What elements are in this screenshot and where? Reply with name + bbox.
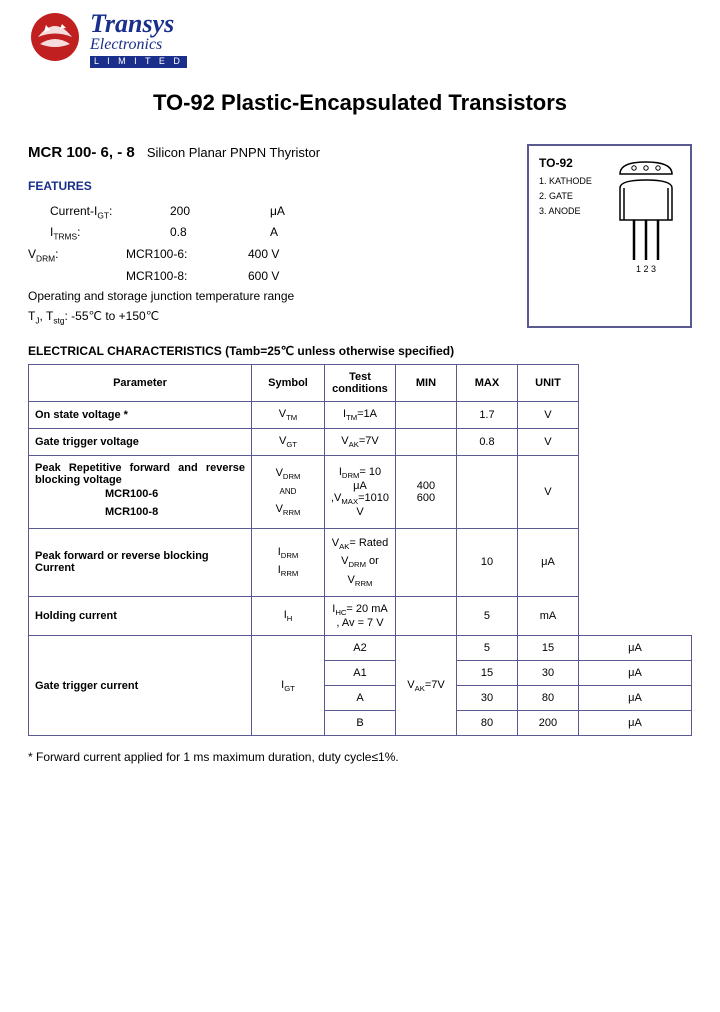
feature-temp-val: TJ, Tstg: -55℃ to +150℃ bbox=[28, 306, 509, 328]
features-header: FEATURES bbox=[28, 179, 509, 193]
footnote: * Forward current applied for 1 ms maxim… bbox=[28, 750, 692, 764]
globe-icon bbox=[28, 10, 82, 64]
table-row: Gate trigger current IGT A2 VAK=7V 5 15 … bbox=[29, 636, 692, 661]
feature-temp-line: Operating and storage junction temperatu… bbox=[28, 286, 509, 306]
logo-limited-badge: L I M I T E D bbox=[90, 56, 187, 67]
feature-row: Current-IGT: 200 μA bbox=[50, 201, 509, 223]
logo-sub-text: Electronics bbox=[90, 37, 187, 54]
part-number-line: MCR 100- 6, - 8 Silicon Planar PNPN Thyr… bbox=[28, 144, 509, 161]
pin-label: 2. GATE bbox=[539, 191, 606, 201]
pin-label: 1. KATHODE bbox=[539, 176, 606, 186]
features-body: Current-IGT: 200 μA ITRMS: 0.8 A VDRM: M… bbox=[50, 201, 509, 328]
feature-row: MCR100-8: 600 V bbox=[28, 266, 509, 286]
to92-icon: 1 2 3 bbox=[612, 160, 680, 275]
part-number: MCR 100- 6, - 8 bbox=[28, 144, 135, 161]
table-header-row: Parameter Symbol Test conditions MIN MAX… bbox=[29, 365, 692, 402]
logo-main-text: Transys bbox=[90, 10, 187, 37]
table-row: Peak forward or reverse blocking Current… bbox=[29, 528, 692, 597]
company-logo: Transys Electronics L I M I T E D bbox=[28, 10, 692, 68]
table-row: On state voltage * VTM ITM=1A 1.7 V bbox=[29, 402, 692, 429]
table-row: Gate trigger voltage VGT VAK=7V 0.8 V bbox=[29, 429, 692, 456]
table-row: Holding current IH IHC= 20 mA , Av = 7 V… bbox=[29, 597, 692, 636]
svg-text:1 2 3: 1 2 3 bbox=[636, 264, 656, 274]
package-title: TO-92 bbox=[539, 156, 606, 170]
feature-row: ITRMS: 0.8 A bbox=[50, 222, 509, 244]
table-row: Peak Repetitive forward and reverse bloc… bbox=[29, 456, 692, 528]
pin-label: 3. ANODE bbox=[539, 206, 606, 216]
col-symbol: Symbol bbox=[252, 365, 325, 402]
package-diagram: TO-92 1. KATHODE 2. GATE 3. ANODE 1 2 3 bbox=[527, 144, 692, 328]
electrical-table: Parameter Symbol Test conditions MIN MAX… bbox=[28, 364, 692, 736]
page-title: TO-92 Plastic-Encapsulated Transistors bbox=[28, 90, 692, 116]
col-max: MAX bbox=[456, 365, 517, 402]
col-conditions: Test conditions bbox=[325, 365, 396, 402]
col-unit: UNIT bbox=[517, 365, 578, 402]
col-parameter: Parameter bbox=[29, 365, 252, 402]
electrical-header: ELECTRICAL CHARACTERISTICS (Tamb=25℃ unl… bbox=[28, 344, 692, 358]
col-min: MIN bbox=[395, 365, 456, 402]
part-subtitle: Silicon Planar PNPN Thyristor bbox=[147, 145, 320, 160]
feature-row: VDRM: MCR100-6: 400 V bbox=[28, 244, 509, 266]
